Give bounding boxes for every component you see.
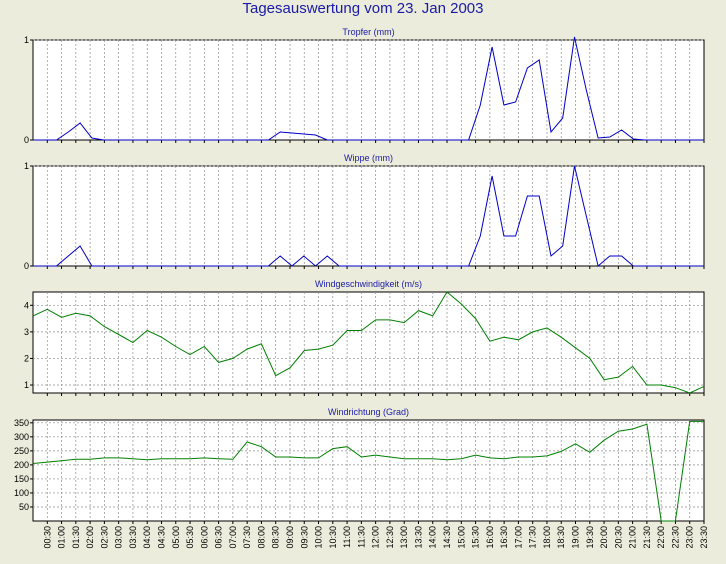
y-tick-label: 300 — [14, 432, 29, 442]
x-tick-label: 23:00 — [685, 526, 695, 549]
plot-area — [32, 419, 705, 522]
panel-title: Windrichtung (Grad) — [328, 407, 409, 417]
x-tick-label: 16:30 — [499, 526, 509, 549]
y-tick-label: 250 — [14, 446, 29, 456]
series-line — [33, 165, 704, 267]
y-tick-label: 4 — [24, 300, 29, 310]
x-tick-label: 15:30 — [471, 526, 481, 549]
x-tick-label: 15:00 — [456, 526, 466, 549]
panel-1: 0 1 Tropfer (mm) — [24, 27, 705, 145]
x-tick-label: 04:30 — [156, 526, 166, 549]
x-tick-label: 04:00 — [142, 526, 152, 549]
x-axis-labels: 00:30 01:00 01:30 02:00 02:30 03:00 03:30 04:00… — [42, 526, 709, 549]
x-tick-label: 05:00 — [171, 526, 181, 549]
x-tick-label: 19:30 — [585, 526, 595, 549]
x-tick-label: 07:00 — [228, 526, 238, 549]
x-tick-label: 21:00 — [628, 526, 638, 549]
panel-title: Windgeschwindigkeit (m/s) — [315, 279, 422, 289]
x-tick-label: 19:00 — [571, 526, 581, 549]
plot-area — [32, 165, 705, 267]
x-tick-label: 10:00 — [314, 526, 324, 549]
main-title: Tagesauswertung vom 23. Jan 2003 — [242, 0, 484, 17]
panel-2: 0 1 Wippe (mm) — [24, 153, 705, 271]
x-tick-label: 22:30 — [670, 526, 680, 549]
x-tick-label: 18:00 — [542, 526, 552, 549]
x-tick-label: 01:00 — [57, 526, 67, 549]
panel-title: Tropfer (mm) — [342, 27, 394, 37]
x-tick-label: 07:30 — [242, 526, 252, 549]
x-tick-label: 03:00 — [114, 526, 124, 549]
plot-area — [32, 291, 705, 394]
x-tick-label: 06:00 — [199, 526, 209, 549]
y-tick-label: 1 — [24, 161, 29, 171]
x-tick-label: 06:30 — [214, 526, 224, 549]
x-tick-label: 18:30 — [556, 526, 566, 549]
x-tick-label: 21:30 — [642, 526, 652, 549]
series-line — [32, 420, 704, 522]
x-tick-label: 10:30 — [328, 526, 338, 549]
panel-4: 50 100 150 200 250 300 350 Windrichtung (Grad) — [14, 407, 705, 524]
x-tick-label: 01:30 — [71, 526, 81, 549]
x-tick-label: 09:30 — [299, 526, 309, 549]
panel-title: Wippe (mm) — [344, 153, 393, 163]
x-tick-label: 23:30 — [699, 526, 709, 549]
series-line — [32, 291, 705, 394]
x-tick-label: 00:30 — [42, 526, 52, 549]
y-tick-label: 100 — [14, 488, 29, 498]
x-tick-label: 14:00 — [428, 526, 438, 549]
plot-area — [32, 39, 705, 141]
y-tick-label: 0 — [24, 135, 29, 145]
x-tick-label: 08:00 — [256, 526, 266, 549]
x-tick-label: 20:30 — [613, 526, 623, 549]
x-tick-label: 17:30 — [528, 526, 538, 549]
x-tick-label: 05:30 — [185, 526, 195, 549]
x-tick-label: 11:30 — [356, 526, 366, 548]
x-tick-label: 11:00 — [342, 526, 352, 548]
x-tick-label: 13:00 — [399, 526, 409, 549]
y-tick-label: 150 — [14, 474, 29, 484]
x-tick-label: 17:00 — [513, 526, 523, 549]
panel-3: 1 2 3 4 Windgeschwindigkeit (m/s) — [24, 279, 705, 396]
y-tick-label: 1 — [24, 380, 29, 390]
y-tick-label: 0 — [24, 261, 29, 271]
x-tick-label: 12:00 — [371, 526, 381, 549]
x-tick-label: 14:30 — [442, 526, 452, 549]
x-tick-label: 12:30 — [385, 526, 395, 549]
x-tick-label: 02:00 — [85, 526, 95, 549]
y-tick-label: 2 — [24, 353, 29, 363]
x-tick-label: 09:00 — [285, 526, 295, 549]
series-line — [33, 36, 704, 141]
x-tick-label: 08:30 — [271, 526, 281, 549]
x-tick-label: 20:00 — [599, 526, 609, 549]
y-tick-label: 1 — [24, 35, 29, 45]
y-tick-label: 350 — [14, 418, 29, 428]
x-tick-label: 22:00 — [656, 526, 666, 549]
x-tick-label: 16:00 — [485, 526, 495, 549]
x-tick-label: 13:30 — [413, 526, 423, 549]
y-tick-label: 200 — [14, 460, 29, 470]
y-tick-label: 50 — [19, 502, 29, 512]
x-tick-label: 03:30 — [128, 526, 138, 549]
x-tick-label: 02:30 — [99, 526, 109, 549]
y-tick-label: 3 — [24, 327, 29, 337]
